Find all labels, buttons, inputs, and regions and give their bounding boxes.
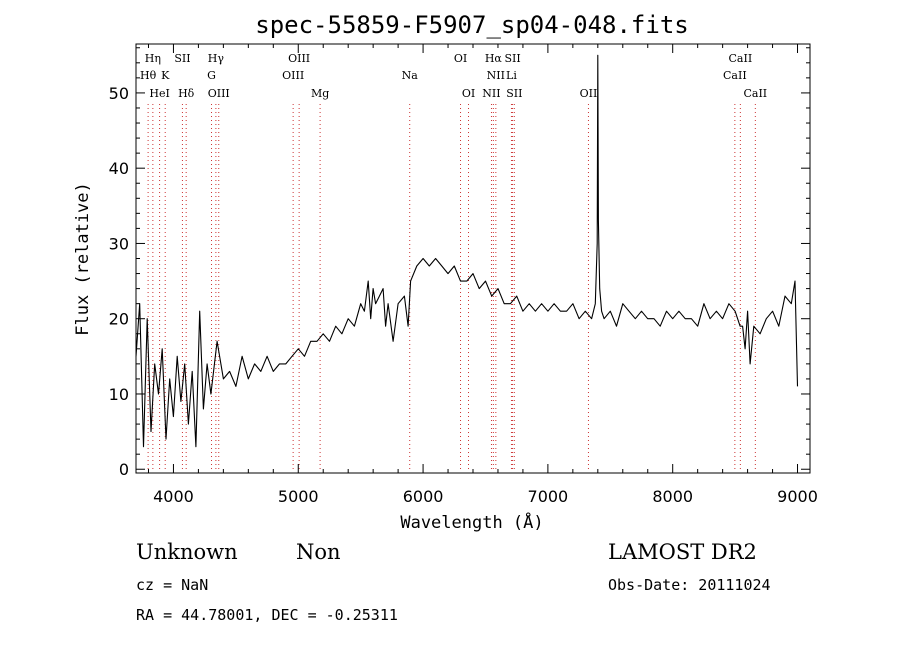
line-marker-label: OIII <box>288 52 310 65</box>
y-tick-label: 20 <box>109 310 129 329</box>
line-marker-label: CaII <box>729 52 753 65</box>
cz-value: cz = NaN <box>136 576 209 594</box>
y-tick-label: 0 <box>119 460 129 479</box>
x-tick-label: 7000 <box>528 487 569 506</box>
line-marker-label: K <box>161 69 170 82</box>
chart-title: spec-55859-F5907_sp04-048.fits <box>255 11 688 39</box>
y-tick-label: 40 <box>109 159 129 178</box>
y-tick-label: 10 <box>109 385 129 404</box>
line-marker-label: CaII <box>723 69 747 82</box>
spectrum-series-line <box>135 54 799 448</box>
class-label: Unknown <box>136 540 238 564</box>
x-tick-label: 6000 <box>403 487 444 506</box>
line-marker-label: Hη <box>145 52 161 65</box>
obs-date: Obs-Date: 20111024 <box>608 576 771 594</box>
line-marker-label: OIII <box>208 87 230 100</box>
line-marker-label: Na <box>402 69 419 82</box>
line-marker-label: NII <box>482 87 500 100</box>
x-axis-label: Wavelength (Å) <box>400 511 543 533</box>
x-tick-label: 4000 <box>153 487 194 506</box>
y-axis-ticks: 0 10 20 30 40 50 <box>109 47 810 479</box>
line-marker-label: HeI <box>149 87 169 100</box>
line-marker-label: Hθ <box>140 69 157 82</box>
line-markers <box>147 104 756 472</box>
line-marker-label: Hα <box>485 52 503 65</box>
line-marker-label: OI <box>462 87 475 100</box>
line-marker-label: OI <box>454 52 467 65</box>
line-marker-label: Li <box>506 69 517 82</box>
line-marker-label: Hδ <box>178 87 195 100</box>
x-axis-ticks: 4000 5000 6000 7000 8000 9000 <box>147 44 818 506</box>
line-marker-label: OIII <box>282 69 304 82</box>
line-marker-label: SII <box>174 52 190 65</box>
x-tick-label: 9000 <box>777 487 818 506</box>
subclass-label: Non <box>296 540 341 564</box>
y-tick-label: 30 <box>109 234 129 253</box>
line-marker-label: Mg <box>311 87 329 100</box>
survey-label: LAMOST DR2 <box>608 540 757 564</box>
y-axis-label: Flux (relative) <box>73 182 93 336</box>
x-tick-label: 8000 <box>652 487 693 506</box>
line-marker-label: SII <box>506 87 522 100</box>
coordinates: RA = 44.78001, DEC = -0.25311 <box>136 606 398 624</box>
line-marker-label: Hγ <box>208 52 225 65</box>
y-tick-label: 50 <box>109 84 129 103</box>
line-marker-label: OII <box>580 87 598 100</box>
line-marker-label: NII <box>487 69 505 82</box>
line-marker-label: G <box>207 69 216 82</box>
line-marker-label: CaII <box>743 87 767 100</box>
x-tick-label: 5000 <box>278 487 319 506</box>
line-marker-label: SII <box>504 52 520 65</box>
plot-frame <box>135 43 811 474</box>
